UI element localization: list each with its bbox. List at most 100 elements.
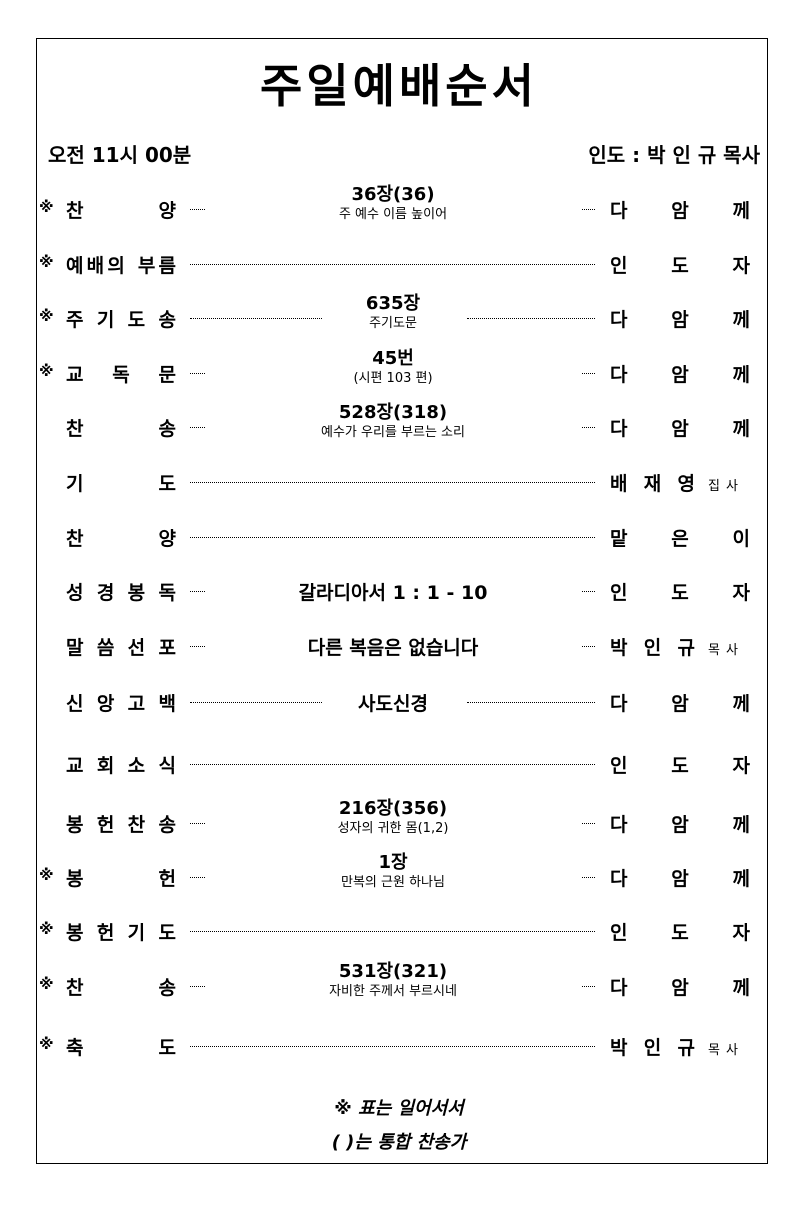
page-border <box>36 38 768 1164</box>
service-time: 오전 11시 00분 <box>48 143 192 167</box>
dotted-leader <box>190 318 322 319</box>
dotted-leader <box>582 209 595 210</box>
dotted-leader <box>582 986 595 987</box>
worship-item: 봉헌찬송 216장(356) 성자의 귀한 몸(1,2) 다암께 <box>0 796 798 850</box>
hymn-number: 531장(321) <box>338 961 448 982</box>
item-label: 봉헌기도 <box>66 922 190 944</box>
item-label: 신앙고백 <box>66 693 190 715</box>
item-label: 교독문 <box>66 364 205 386</box>
worship-item: ※ 봉헌기도 인도자 <box>0 904 798 958</box>
standing-mark: ※ <box>39 975 54 993</box>
standing-mark: ※ <box>39 362 54 380</box>
hymn-number: 528장(318) <box>338 402 448 423</box>
standing-mark: ※ <box>39 920 54 938</box>
standing-note: ※ 표는 일어서서 <box>334 1098 464 1119</box>
dotted-leader <box>582 591 595 592</box>
item-leader: 다암께 <box>610 814 794 836</box>
dotted-leader <box>190 537 595 538</box>
hymn-title: 성자의 귀한 몸(1,2) <box>337 821 449 836</box>
standing-mark: ※ <box>39 866 54 884</box>
leader-title: 목사 <box>708 1043 744 1058</box>
dotted-leader <box>190 264 595 265</box>
item-leader: 인도자 <box>610 582 794 604</box>
worship-item: ※ 예배의 부름 인도자 <box>0 237 798 291</box>
dotted-leader <box>582 646 595 647</box>
item-leader: 인도자 <box>610 755 794 777</box>
leader-title: 목사 <box>708 643 744 658</box>
item-label: 찬 양 <box>66 200 211 222</box>
hymn-title: 주 예수 이름 높이어 <box>338 207 448 222</box>
item-detail: 528장(318) 예수가 우리를 부르는 소리 <box>243 402 543 442</box>
dotted-leader <box>190 823 205 824</box>
worship-item: ※ 축 도 박인규 목사 <box>0 1019 798 1073</box>
worship-item: ※ 찬 양 36장(36) 주 예수 이름 높이어 다암께 <box>0 182 798 236</box>
dotted-leader <box>190 931 595 932</box>
worship-item: ※ 주기도송 635장 주기도문 다암께 <box>0 291 798 345</box>
standing-mark: ※ <box>39 253 54 271</box>
item-label: 봉 헌 <box>66 868 211 890</box>
dotted-leader <box>190 702 322 703</box>
item-label: 축 도 <box>66 1037 211 1059</box>
hymn-title: 예수가 우리를 부르는 소리 <box>321 425 465 440</box>
item-leader: 배재영 <box>610 473 712 495</box>
item-leader: 박인규 <box>610 637 712 659</box>
hymn-title: (시편 103 편) <box>353 371 433 386</box>
worship-item: ※ 찬 송 531장(321) 자비한 주께서 부르시네 다암께 <box>0 959 798 1013</box>
worship-item: 찬 송 528장(318) 예수가 우리를 부르는 소리 다암께 <box>0 400 798 454</box>
item-detail: 36장(36) 주 예수 이름 높이어 <box>243 184 543 224</box>
item-label: 성경봉독 <box>66 582 190 604</box>
standing-mark: ※ <box>39 1035 54 1053</box>
item-leader: 인도자 <box>610 255 794 277</box>
dotted-leader <box>467 318 595 319</box>
item-leader: 다암께 <box>610 418 794 440</box>
item-detail: 45번 (시편 103 편) <box>243 348 543 388</box>
hymn-number: 45번 <box>372 348 414 369</box>
item-leader: 다암께 <box>610 977 794 999</box>
item-label: 교회소식 <box>66 755 190 777</box>
item-label: 기 도 <box>66 473 211 495</box>
dotted-leader <box>582 823 595 824</box>
dotted-leader <box>467 702 595 703</box>
worship-item: 성경봉독 갈라디아서 1 : 1 - 10 인도자 <box>0 564 798 618</box>
worship-item: ※ 교독문 45번 (시편 103 편) 다암께 <box>0 346 798 400</box>
item-detail: 635장 주기도문 <box>243 293 543 333</box>
hymn-title: 자비한 주께서 부르시네 <box>329 984 457 999</box>
dotted-leader <box>190 877 205 878</box>
item-leader: 다암께 <box>610 693 794 715</box>
item-detail: 다른 복음은 없습니다 <box>307 637 479 659</box>
dotted-leader <box>190 764 595 765</box>
hymnal-note: ( )는 통합 찬송가 <box>331 1132 467 1153</box>
hymn-number: 635장 <box>365 293 421 314</box>
standing-mark: ※ <box>39 198 54 216</box>
item-leader: 다암께 <box>610 868 794 890</box>
service-leader: 인도 : 박 인 규 목사 <box>588 143 760 167</box>
item-leader: 맡은이 <box>610 528 794 550</box>
item-label: 예배의 부름 <box>66 255 180 277</box>
item-detail: 갈라디아서 1 : 1 - 10 <box>298 582 488 604</box>
dotted-leader <box>190 482 595 483</box>
dotted-leader <box>190 986 205 987</box>
hymn-number: 1장 <box>378 852 408 873</box>
hymn-number: 216장(356) <box>338 798 448 819</box>
hymn-number: 36장(36) <box>351 184 435 205</box>
item-leader: 인도자 <box>610 922 794 944</box>
item-label: 찬 송 <box>66 418 211 440</box>
dotted-leader <box>190 591 205 592</box>
item-leader: 박인규 <box>610 1037 712 1059</box>
worship-item: 말씀선포 다른 복음은 없습니다 박인규 목사 <box>0 619 798 673</box>
hymn-title: 만복의 근원 하나님 <box>341 875 445 890</box>
dotted-leader <box>190 646 205 647</box>
dotted-leader <box>190 209 205 210</box>
dotted-leader <box>582 877 595 878</box>
dotted-leader <box>582 373 595 374</box>
page-title: 주일예배순서 <box>260 59 538 113</box>
dotted-leader <box>190 373 205 374</box>
item-label: 봉헌찬송 <box>66 814 190 836</box>
worship-item: 기 도 배재영 집사 <box>0 455 798 509</box>
worship-item: 신앙고백 사도신경 다암께 <box>0 675 798 729</box>
dotted-leader <box>190 1046 595 1047</box>
dotted-leader <box>190 427 205 428</box>
item-label: 찬 양 <box>66 528 211 550</box>
